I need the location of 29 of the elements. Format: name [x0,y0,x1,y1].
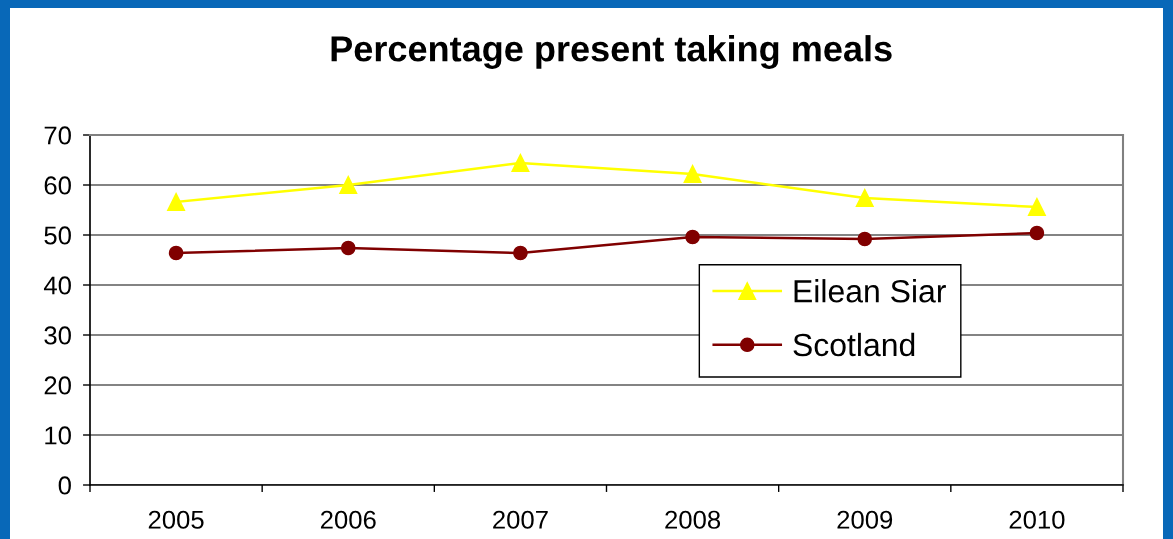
x-tick-label: 2010 [1009,510,1065,529]
point [685,229,700,245]
point [168,245,184,261]
point [857,231,873,247]
point [167,192,186,212]
y-tick-label: 10 [45,426,71,445]
y-tick-label: 60 [44,176,71,195]
point [513,245,528,261]
point [511,153,530,173]
x-tick-label: 2006 [320,510,376,529]
point [339,175,358,195]
x-tick-label: 2007 [493,510,548,529]
y-tick-label: 40 [43,276,71,295]
x-tick-label: 2009 [837,510,893,529]
point [1027,197,1046,217]
y-tick-label: 0 [58,476,71,495]
point [855,188,874,208]
point [1029,225,1045,241]
point [340,240,356,256]
x-tick-label: 2005 [148,510,204,529]
y-tick-label: 30 [44,326,71,345]
point [683,164,702,184]
y-tick-label: 20 [44,376,71,395]
legend-label: Scotland [793,332,915,357]
y-tick-label: 70 [44,126,71,145]
x-tick-label: 2008 [665,510,721,529]
chart-title: Percentage present taking meals [331,35,892,69]
legend-label: Eilean Siar [794,279,946,303]
y-tick-label: 50 [44,226,71,245]
